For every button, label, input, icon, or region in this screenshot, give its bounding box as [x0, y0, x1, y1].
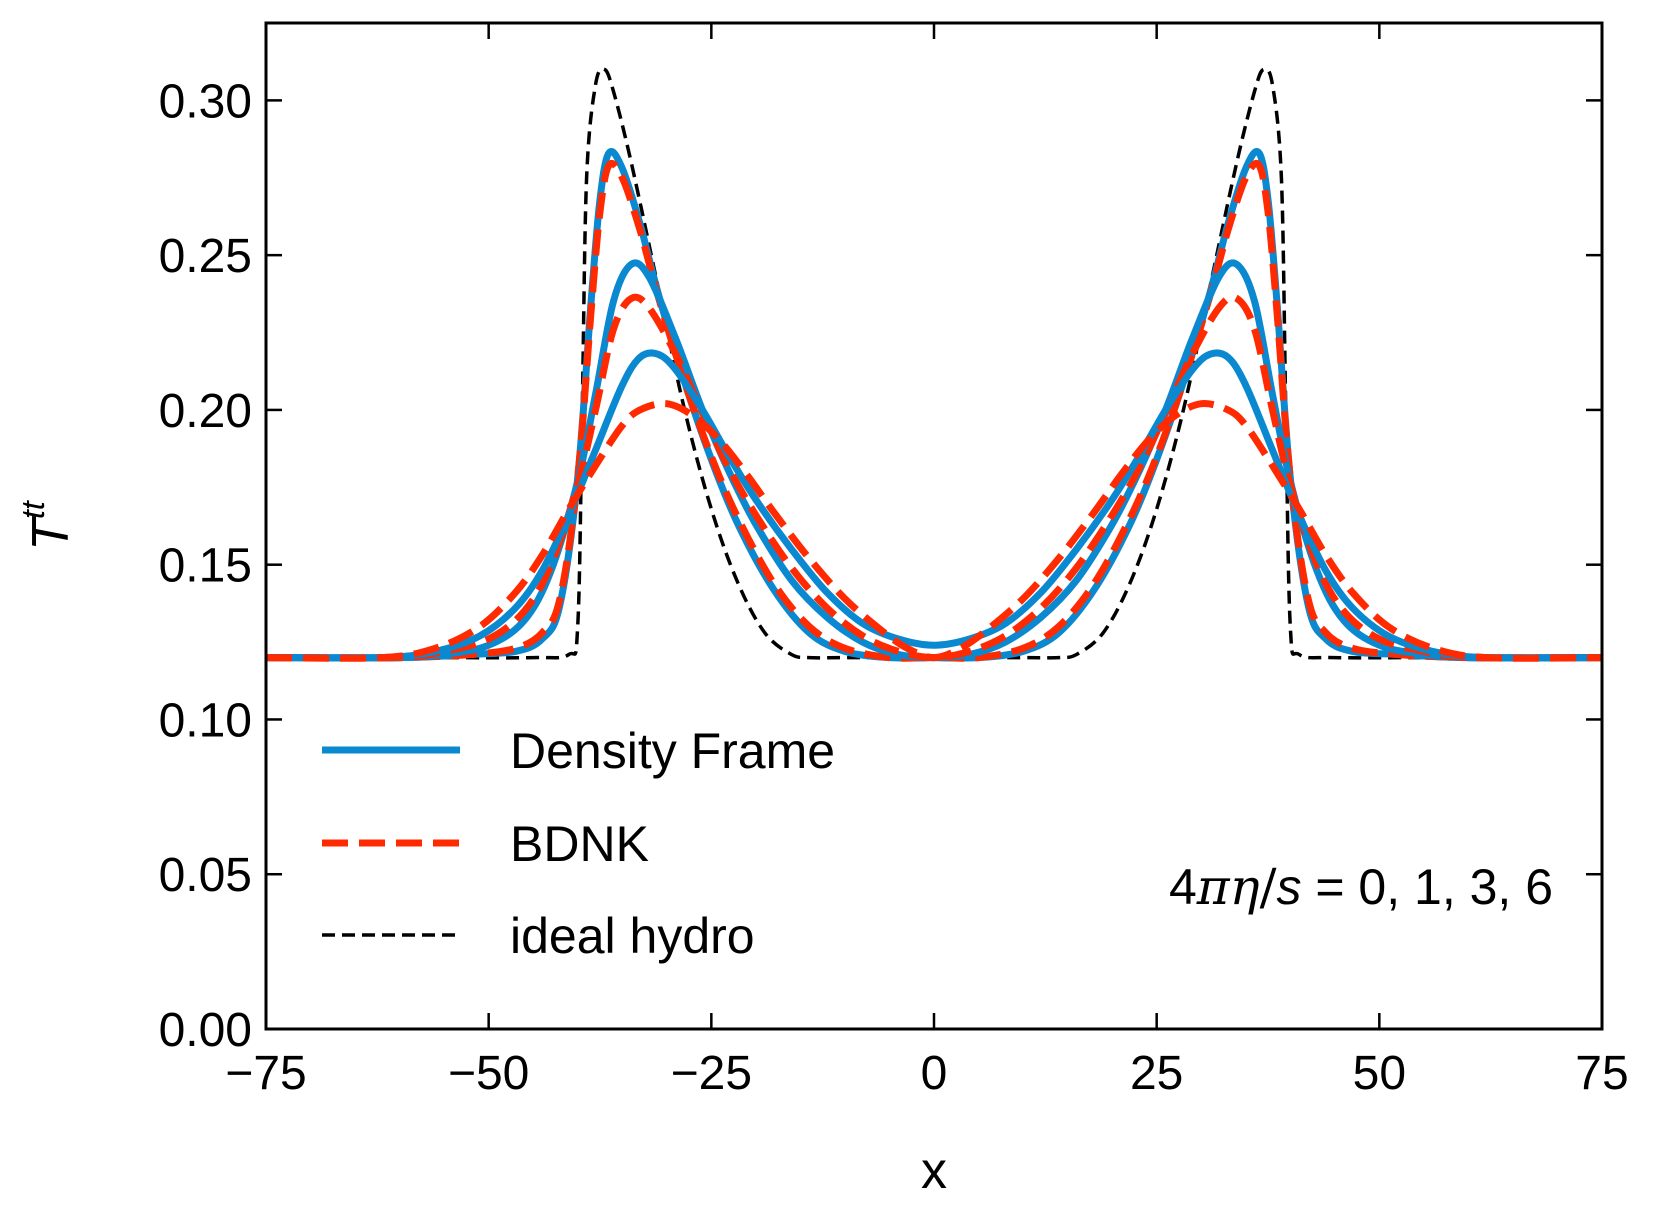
y-tick-label: 0.25	[159, 230, 252, 283]
legend-label-density-frame: Density Frame	[510, 723, 835, 779]
tick-labels: −75 −50 −25 0 25 50 75 0.00 0.05 0.10 0.15 0.20 0.25…	[159, 75, 1629, 1100]
svg-text:Ttt: Ttt	[15, 500, 80, 551]
legend-label-ideal-hydro: ideal hydro	[510, 908, 755, 964]
annotation-s: s	[1276, 859, 1301, 915]
legend: Density Frame BDNK ideal hydro	[322, 723, 835, 964]
annotation-slash: /	[1260, 858, 1277, 916]
y-tick-label: 0.00	[159, 1004, 252, 1057]
annotation-values: = 0, 1, 3, 6	[1301, 859, 1553, 915]
series-bdnk-eta-6	[265, 400, 1603, 662]
series-layer	[265, 67, 1603, 662]
y-tick-label: 0.05	[159, 849, 252, 902]
y-tick-label: 0.10	[159, 694, 252, 747]
annotation-prefix: 4	[1169, 859, 1197, 915]
series-bdnk-eta-1	[265, 160, 1603, 662]
x-tick-label: 50	[1353, 1047, 1406, 1100]
y-axis-label-main: T	[22, 516, 80, 551]
x-tick-label: 75	[1575, 1047, 1628, 1100]
y-tick-label: 0.20	[159, 385, 252, 438]
y-axis-label-sup: tt	[15, 500, 51, 519]
y-axis-label: Ttt	[15, 500, 80, 551]
x-tick-label: −25	[671, 1047, 752, 1100]
x-tick-label: −50	[448, 1047, 529, 1100]
x-tick-label: 0	[921, 1047, 948, 1100]
y-tick-label: 0.15	[159, 540, 252, 593]
x-tick-label: −75	[225, 1047, 306, 1100]
x-tick-label: 25	[1130, 1047, 1183, 1100]
plot-frame	[264, 21, 1604, 1031]
y-tick-label: 0.30	[159, 75, 252, 128]
annotation-symbols: πη	[1196, 858, 1260, 916]
legend-label-bdnk: BDNK	[510, 816, 649, 872]
viscosity-annotation: 4πη/s = 0, 1, 3, 6	[1169, 858, 1553, 916]
x-axis-label: x	[921, 1142, 947, 1200]
